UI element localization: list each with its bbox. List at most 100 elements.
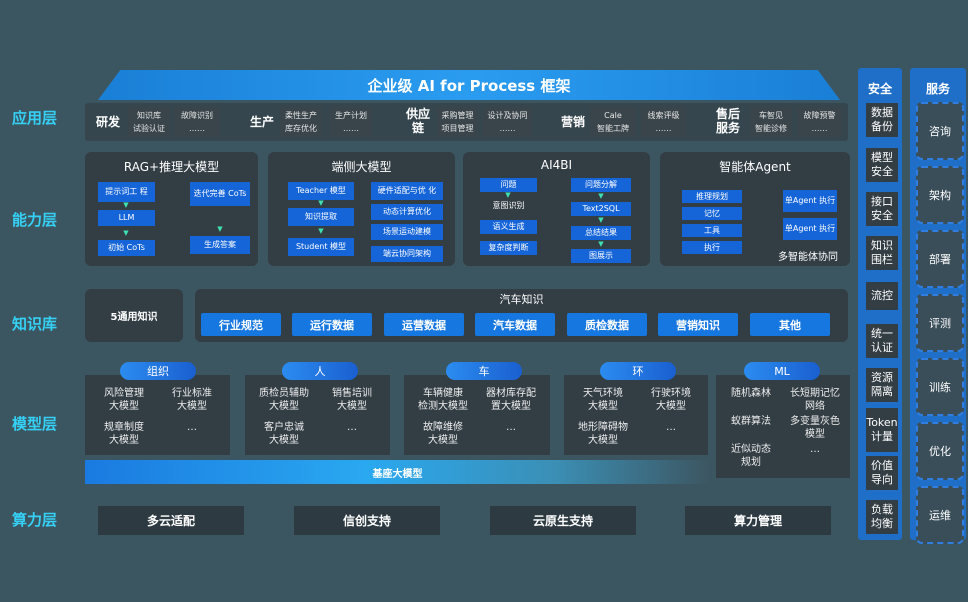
model-item: 车辆健康 检测大模型 — [418, 388, 468, 412]
cap-item: 提示词工 程 — [98, 182, 155, 202]
cap-item: 生成答案 — [190, 236, 250, 254]
cap-edge: 端侧大模型 Teacher 模型 知识提取 Student 模型 硬件适配与优 … — [268, 152, 455, 266]
model-group-pill: ML — [744, 362, 820, 380]
kb-button[interactable]: 质检数据 — [567, 313, 647, 336]
compute-box[interactable]: 云原生支持 — [490, 506, 636, 535]
arrow-down-icon: ▼ — [318, 199, 324, 207]
model-item: 行驶环境 大模型 — [651, 388, 691, 412]
arrow-down-icon: ▼ — [505, 191, 511, 199]
cap-edge-title: 端侧大模型 — [331, 160, 392, 174]
base-model-bar: 基座大模型 — [85, 460, 710, 484]
base-model-label: 基座大模型 — [372, 468, 423, 480]
model-item: 随机森林 — [731, 388, 771, 399]
cap-item: 复杂度判断 — [480, 241, 537, 255]
model-group-panel — [85, 375, 230, 455]
cap-item: Text2SQL — [571, 202, 631, 216]
service-item[interactable]: 架构 — [916, 166, 964, 224]
security-item[interactable]: 模型 安全 — [866, 148, 898, 182]
app-item[interactable]: 柔性生产 库存优化 — [280, 107, 322, 137]
cap-item: Student 模型 — [288, 238, 354, 256]
cap-item: 动态计算优化 — [371, 204, 443, 220]
service-item[interactable]: 训练 — [916, 358, 964, 416]
security-item[interactable]: 统一 认证 — [866, 324, 898, 358]
app-item[interactable]: 线索评级 …… — [641, 107, 686, 137]
app-item[interactable]: 车智见 智能诊修 — [750, 107, 792, 137]
cap-rag-title: RAG+推理大模型 — [123, 160, 220, 174]
kb-button[interactable]: 运营数据 — [384, 313, 464, 336]
service-title: 服务 — [925, 82, 950, 96]
layer-model: 模型层 — [12, 415, 58, 433]
model-group-panel — [404, 375, 550, 455]
kb-button[interactable]: 运行数据 — [292, 313, 372, 336]
model-item: 器材库存配 置大模型 — [486, 388, 536, 412]
cap-item: 语义生成 — [480, 220, 537, 234]
app-item[interactable]: 知识库 试验认证 — [128, 107, 170, 137]
cap-ai4bi: AI4BI 问题 意图识别 语义生成 复杂度判断 问题分解 Text2SQL 总… — [463, 152, 650, 266]
app-item[interactable]: 故障识别 …… — [174, 107, 220, 137]
model-item: 蚁群算法 — [731, 416, 771, 427]
service-item[interactable]: 运维 — [916, 486, 964, 544]
service-item[interactable]: 评测 — [916, 294, 964, 352]
model-item: 近似动态 规划 — [731, 444, 771, 468]
app-item[interactable]: 采购管理 项目管理 — [437, 107, 478, 137]
app-item[interactable]: 故障预警 …… — [797, 107, 842, 137]
security-item[interactable]: Token 计量 — [866, 408, 898, 452]
model-item: … — [506, 422, 516, 433]
cap-agent-title: 智能体Agent — [719, 160, 791, 174]
page-title: 企业级 AI for Process 框架 — [367, 76, 571, 95]
layer-app: 应用层 — [12, 109, 58, 127]
security-item[interactable]: 价值 导向 — [866, 456, 898, 490]
cap-item: 问题 — [480, 178, 537, 192]
arrow-down-icon: ▼ — [598, 216, 604, 224]
cap-item: 意图识别 — [492, 201, 525, 210]
model-item: 多变量灰色 模型 — [790, 416, 840, 440]
cap-item: 硬件适配与优 化 — [371, 182, 443, 200]
app-item[interactable]: 设计及协同 …… — [483, 107, 532, 137]
cap-item: 问题分解 — [571, 178, 631, 192]
cap-agent-footer: 多智能体协同 — [778, 252, 838, 263]
model-item: 故障维修 大模型 — [423, 422, 463, 446]
security-item[interactable]: 资源 隔离 — [866, 368, 898, 402]
compute-box[interactable]: 多云适配 — [98, 506, 244, 535]
model-item: … — [187, 422, 197, 433]
app-item[interactable]: Cale 智能工牌 — [590, 107, 636, 137]
model-item: 风险管理 大模型 — [104, 388, 144, 412]
model-item: … — [666, 422, 676, 433]
cap-item: 记忆 — [682, 207, 742, 220]
cap-item: LLM — [98, 210, 155, 226]
model-item: 销售培训 大模型 — [332, 388, 372, 412]
model-group-panel — [716, 375, 850, 478]
service-item[interactable]: 优化 — [916, 422, 964, 480]
cap-item: 总结结果 — [571, 226, 631, 240]
kb-button[interactable]: 营销知识 — [658, 313, 738, 336]
security-item[interactable]: 流控 — [866, 282, 898, 310]
security-item[interactable]: 负载 均衡 — [866, 500, 898, 534]
arrow-down-icon: ▼ — [217, 225, 223, 233]
app-item[interactable]: 生产计划 …… — [330, 107, 372, 137]
compute-box[interactable]: 信创支持 — [294, 506, 440, 535]
arrow-down-icon: ▼ — [598, 192, 604, 200]
arrow-down-icon: ▼ — [123, 201, 129, 209]
cap-item: 端云协同架构 — [371, 246, 443, 262]
cap-item: 图展示 — [571, 249, 631, 263]
service-item[interactable]: 部署 — [916, 230, 964, 288]
model-group-panel — [564, 375, 708, 455]
service-item[interactable]: 咨询 — [916, 102, 964, 160]
kb-general-label: 5通用知识 — [110, 312, 158, 323]
security-item[interactable]: 数据 备份 — [866, 103, 898, 137]
security-item[interactable]: 知识 围栏 — [866, 236, 898, 270]
kb-general: 5通用知识 — [85, 289, 183, 342]
compute-box[interactable]: 算力管理 — [685, 506, 831, 535]
kb-button[interactable]: 行业规范 — [201, 313, 281, 336]
app-group-label: 供应 链 — [406, 107, 431, 135]
cap-item: 初始 CoTs — [98, 240, 155, 256]
cap-item: 单Agent 执行 — [783, 190, 837, 212]
cap-item: 执行 — [682, 241, 742, 254]
kb-button[interactable]: 其他 — [750, 313, 830, 336]
kb-button[interactable]: 汽车数据 — [475, 313, 555, 336]
arrow-down-icon: ▼ — [318, 227, 324, 235]
security-title: 安全 — [867, 82, 892, 96]
model-item: 长短期记忆 网络 — [790, 388, 840, 412]
security-item[interactable]: 接口 安全 — [866, 192, 898, 226]
cap-item: 知识提取 — [288, 208, 354, 226]
